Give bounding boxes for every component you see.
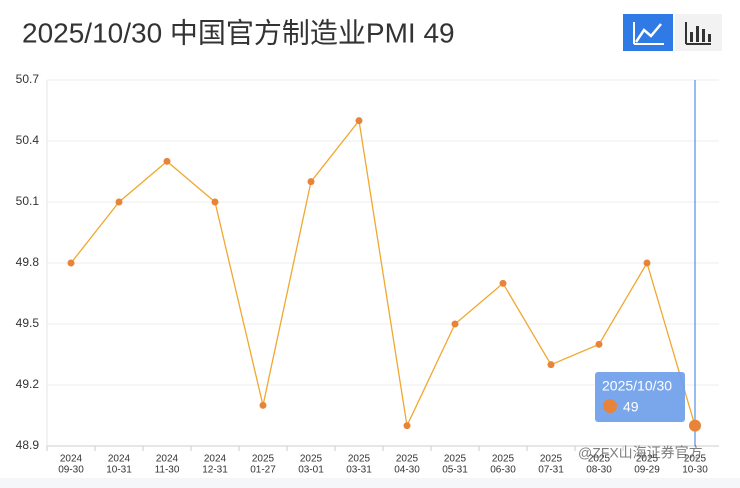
tooltip-value: 49	[623, 399, 639, 415]
data-point	[307, 178, 315, 186]
data-point	[403, 422, 411, 430]
tooltip-box	[595, 372, 685, 422]
x-tick-label: 10-31	[106, 465, 132, 476]
x-tick-label: 2025	[588, 454, 611, 465]
x-tick-label: 2024	[108, 454, 131, 465]
data-point	[689, 419, 701, 432]
watermark: @ZFX山海证券官方	[578, 445, 703, 461]
data-line	[70, 119, 696, 428]
data-point	[595, 340, 603, 348]
x-tick-label: 2025	[348, 454, 371, 465]
x-tick-label: 2025	[300, 454, 323, 465]
line-icon	[634, 23, 662, 43]
x-tick-label: 09-29	[634, 465, 660, 476]
x-tick-label: 07-31	[538, 465, 564, 476]
data-point	[115, 198, 123, 206]
data-point	[163, 157, 171, 165]
bar-icon	[696, 26, 699, 42]
x-tick-label: 05-31	[442, 465, 468, 476]
x-tick-label: 10-30	[682, 465, 708, 476]
x-tick-label: 2025	[396, 454, 419, 465]
y-tick-label: 49.8	[16, 255, 40, 269]
bar-icon	[690, 32, 693, 42]
bottom-strip	[0, 478, 740, 488]
data-point	[499, 279, 507, 287]
bar-icon	[702, 29, 705, 42]
tooltip-marker	[603, 399, 617, 413]
data-point	[355, 117, 363, 125]
data-point	[643, 259, 651, 267]
x-tick-label: 03-31	[346, 465, 372, 476]
x-tick-label: 01-27	[250, 465, 276, 476]
data-point	[451, 320, 459, 328]
chart-title: 2025/10/30 中国官方制造业PMI 49	[22, 17, 455, 48]
data-point	[211, 198, 219, 206]
x-tick-label: 06-30	[490, 465, 516, 476]
x-tick-label: 04-30	[394, 465, 420, 476]
y-tick-label: 49.5	[16, 316, 40, 330]
x-tick-label: 2025	[540, 454, 563, 465]
x-tick-label: 12-31	[202, 465, 228, 476]
tooltip-title: 2025/10/30	[602, 378, 672, 394]
x-tick-label: 2025	[492, 454, 515, 465]
x-tick-label: 09-30	[58, 465, 84, 476]
x-tick-label: 03-01	[298, 465, 324, 476]
line-view-button[interactable]	[623, 14, 673, 51]
y-tick-label: 50.7	[16, 72, 40, 86]
y-tick-label: 49.2	[16, 377, 40, 391]
x-tick-label: 2025	[636, 454, 659, 465]
y-tick-label: 48.9	[16, 438, 40, 452]
x-tick-label: 11-30	[155, 465, 180, 476]
y-tick-label: 50.4	[16, 133, 40, 147]
bar-view-button[interactable]	[675, 14, 722, 51]
x-tick-label: 2024	[60, 454, 83, 465]
x-tick-label: 2024	[156, 454, 179, 465]
x-tick-label: 08-30	[586, 465, 612, 476]
bar-icon	[708, 34, 711, 42]
tooltip: 2025/10/30 49	[595, 372, 685, 422]
x-tick-label: 2025	[252, 454, 275, 465]
x-tick-label: 2024	[204, 454, 227, 465]
data-point	[67, 259, 75, 267]
data-point	[547, 361, 555, 369]
y-tick-label: 50.1	[16, 194, 40, 208]
x-tick-label: 2025	[684, 454, 707, 465]
x-tick-label: 2025	[444, 454, 467, 465]
data-point	[259, 401, 267, 409]
